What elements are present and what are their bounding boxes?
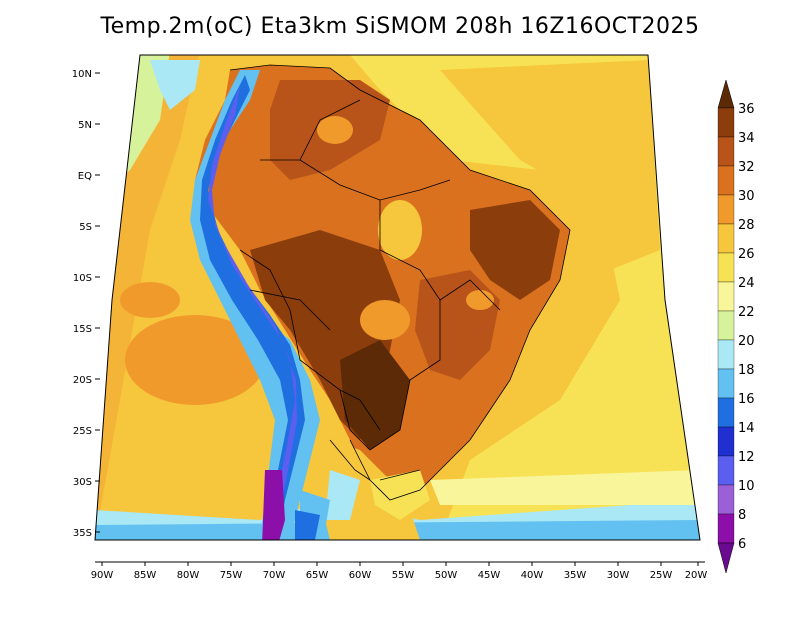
- longitude-axis: 90W 85W 80W 75W 70W 65W 60W 55W 50W 45W …: [91, 561, 708, 581]
- colorbar-swatch: [717, 194, 735, 225]
- colorbar-label: 10: [738, 479, 755, 494]
- lat-label: 30S: [73, 477, 92, 488]
- colorbar-label: 20: [738, 334, 755, 349]
- lon-label: 55W: [392, 570, 415, 581]
- colorbar-label: 6: [738, 537, 746, 552]
- latitude-axis: 10N 5N EQ 5S 10S 15S 20S 25S 30S 35S: [72, 69, 100, 539]
- lon-label: 25W: [650, 570, 673, 581]
- colorbar-label: 8: [738, 508, 746, 523]
- lon-label: 40W: [521, 570, 544, 581]
- temperature-field: [95, 55, 700, 540]
- colorbar-min-triangle: [717, 542, 735, 574]
- lat-label: 10N: [72, 69, 92, 80]
- lon-label: 45W: [478, 570, 501, 581]
- colorbar-swatch: [717, 426, 735, 457]
- lon-label: 70W: [263, 570, 286, 581]
- colorbar: 36 34 32 30 28 26 24 22 20 18 16 14 12 10 8 6: [717, 79, 755, 574]
- lat-label: EQ: [78, 171, 92, 182]
- lon-label: 90W: [91, 570, 114, 581]
- lat-label: 35S: [73, 528, 92, 539]
- colorbar-swatch: [717, 107, 735, 138]
- lon-label: 85W: [134, 570, 157, 581]
- colorbar-label: 32: [738, 160, 755, 175]
- colorbar-label: 16: [738, 392, 755, 407]
- colorbar-swatch: [717, 136, 735, 167]
- colorbar-label: 22: [738, 305, 755, 320]
- colorbar-swatch: [717, 484, 735, 515]
- country-borders: [229, 64, 571, 501]
- colorbar-label: 14: [738, 421, 755, 436]
- colorbar-max-triangle: [717, 79, 735, 109]
- lat-label: 10S: [73, 273, 92, 284]
- colorbar-label: 30: [738, 189, 755, 204]
- colorbar-label: 36: [738, 102, 755, 117]
- colorbar-swatch: [717, 397, 735, 428]
- colorbar-label: 28: [738, 218, 755, 233]
- colorbar-label: 12: [738, 450, 755, 465]
- lat-label: 25S: [73, 426, 92, 437]
- colorbar-swatch: [717, 223, 735, 254]
- lon-label: 80W: [177, 570, 200, 581]
- lat-label: 5S: [79, 222, 92, 233]
- colorbar-swatch: [717, 339, 735, 370]
- colorbar-swatch: [717, 513, 735, 544]
- lon-label: 35W: [564, 570, 587, 581]
- colorbar-swatch: [717, 165, 735, 196]
- colorbar-label: 24: [738, 276, 755, 291]
- lon-label: 65W: [306, 570, 329, 581]
- lon-label: 50W: [435, 570, 458, 581]
- map-title: Temp.2m(oC) Eta3km SiSMOM 208h 16Z16OCT2…: [100, 14, 700, 39]
- lat-label: 20S: [73, 375, 92, 386]
- colorbar-swatch: [717, 310, 735, 341]
- colorbar-swatch: [717, 368, 735, 399]
- lat-label: 5N: [78, 120, 92, 131]
- lon-label: 75W: [220, 570, 243, 581]
- colorbar-label: 18: [738, 363, 755, 378]
- lon-label: 20W: [685, 570, 708, 581]
- colorbar-swatch: [717, 455, 735, 486]
- lon-label: 60W: [349, 570, 372, 581]
- colorbar-label: 34: [738, 131, 755, 146]
- lat-label: 15S: [73, 324, 92, 335]
- colorbar-label: 26: [738, 247, 755, 262]
- colorbar-swatch: [717, 281, 735, 312]
- lon-label: 30W: [607, 570, 630, 581]
- colorbar-swatch: [717, 252, 735, 283]
